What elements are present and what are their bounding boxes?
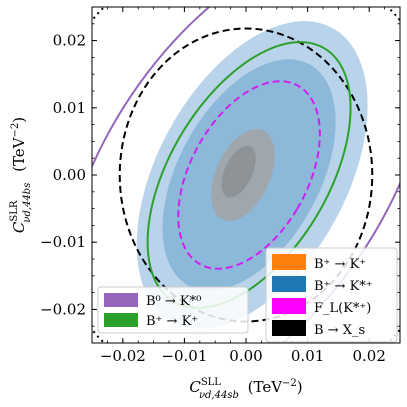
legend-left-label-1: B⁺ → K⁺ [146,314,198,329]
x-tick-label-4: 0.02 [352,347,385,365]
contour-line-3 [92,7,400,343]
y-tick-label-3: 0.01 [53,99,86,117]
legend-right-swatch-2 [272,298,306,314]
legend-right-label-2: F_L(K*⁺) [314,301,371,316]
y-axis-title: CSLR νd,44bs (TeV−2) [9,117,33,233]
legend-right-box [265,247,398,343]
filled-region-3 [221,145,256,198]
legend-right-swatch-0 [272,254,306,270]
legend-right-label-3: B → X_s [314,323,365,338]
legend-left-swatch-1 [104,313,138,327]
y-tick-label-1: −0.01 [40,233,86,251]
x-axis-title: CSLL νd,44sb (TeV−2) [189,377,302,401]
y-tick-label-0: −0.02 [40,300,86,318]
contour-line-1 [177,80,321,270]
x-tick-label-0: −0.02 [100,347,146,365]
x-tick-label-1: −0.01 [161,347,207,365]
x-tick-label-3: 0.01 [291,347,324,365]
legend-right-swatch-3 [272,320,306,336]
y-tick-label-4: 0.02 [53,32,86,50]
axis-ticks: −0.02 −0.01 0.00 0.01 0.02 −0.02 −0.01 0.00 0.01… [40,6,401,365]
y-tick-label-2: 0.00 [53,166,86,184]
legend-right: B⁺ → K⁺ B⁺ → K*⁺ F_L(K*⁺) B → X_s [265,247,398,343]
legend-right-label-1: B⁺ → K*⁺ [314,279,373,294]
legend-left: B⁰ → K*⁰ B⁺ → K⁺ [97,286,249,334]
x-tick-label-2: 0.00 [229,347,262,365]
legend-right-label-0: B⁺ → K⁺ [314,257,366,272]
legend-left-label-0: B⁰ → K*⁰ [146,294,201,309]
legend-right-swatch-1 [272,276,306,292]
legend-left-swatch-0 [104,293,138,307]
